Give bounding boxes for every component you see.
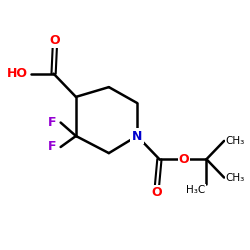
Text: CH₃: CH₃: [225, 172, 244, 182]
Text: O: O: [152, 186, 162, 199]
Text: N: N: [132, 130, 142, 142]
Text: H₃C: H₃C: [186, 185, 205, 195]
Text: F: F: [48, 140, 56, 153]
Text: CH₃: CH₃: [225, 136, 244, 146]
Text: F: F: [48, 116, 56, 129]
Text: O: O: [50, 34, 60, 47]
Text: HO: HO: [7, 67, 28, 80]
Text: O: O: [179, 153, 190, 166]
